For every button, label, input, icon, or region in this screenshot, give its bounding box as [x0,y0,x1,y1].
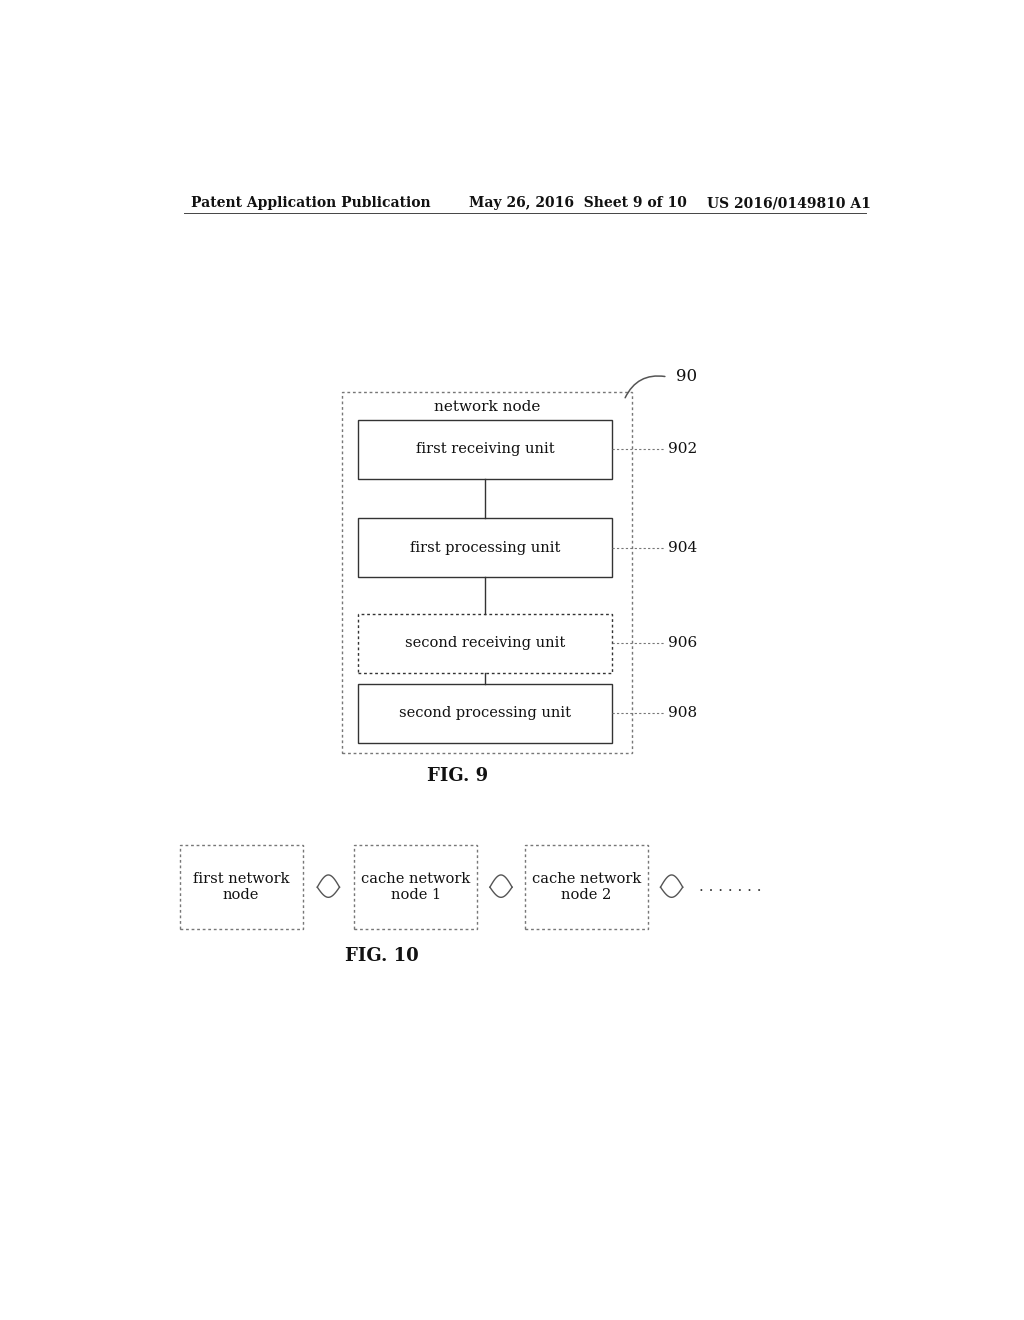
Text: second receiving unit: second receiving unit [406,636,565,651]
Text: second processing unit: second processing unit [399,706,571,721]
Bar [179,846,303,929]
Text: first receiving unit: first receiving unit [416,442,554,457]
Bar [358,420,612,479]
Text: cache network
node 1: cache network node 1 [361,873,470,903]
Text: FIG. 9: FIG. 9 [427,767,487,785]
Text: first network
node: first network node [193,873,290,903]
Text: network node: network node [433,400,540,414]
Bar [354,846,477,929]
Text: 902: 902 [668,442,697,457]
Bar [358,614,612,673]
Text: FIG. 10: FIG. 10 [345,948,419,965]
Text: 90: 90 [676,368,696,385]
Text: first processing unit: first processing unit [410,541,560,554]
Text: . . . . . . .: . . . . . . . [699,880,762,894]
Text: US 2016/0149810 A1: US 2016/0149810 A1 [708,197,871,210]
Bar [524,846,648,929]
Bar [342,392,632,752]
Text: 908: 908 [668,706,696,721]
Bar [358,684,612,743]
Text: 906: 906 [668,636,697,651]
Text: cache network
node 2: cache network node 2 [531,873,641,903]
Bar [358,519,612,577]
Text: May 26, 2016  Sheet 9 of 10: May 26, 2016 Sheet 9 of 10 [469,197,687,210]
Text: Patent Application Publication: Patent Application Publication [191,197,431,210]
Text: 904: 904 [668,541,697,554]
